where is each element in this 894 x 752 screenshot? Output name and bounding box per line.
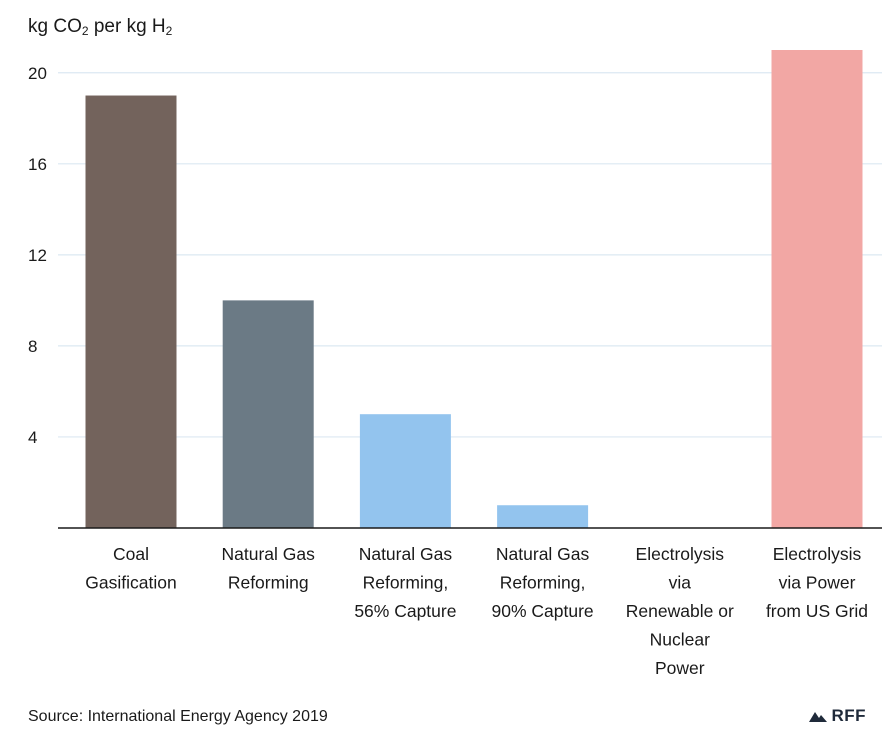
x-tick-label: 56% Capture <box>354 601 456 621</box>
y-tick-label: 20 <box>28 64 47 83</box>
x-tick-label: via Power <box>779 573 856 593</box>
bars <box>85 50 863 529</box>
bar <box>359 414 451 528</box>
x-tick-label: Reforming, <box>363 573 449 593</box>
x-tick-label: Renewable or <box>626 601 734 621</box>
mountain-icon <box>809 712 828 722</box>
rff-logo: RFF <box>809 706 866 726</box>
x-tick-label: from US Grid <box>766 601 868 621</box>
x-tick-label: Natural Gas <box>496 544 590 564</box>
x-tick-label: via <box>669 573 692 593</box>
bar <box>497 505 589 528</box>
gridlines <box>58 72 882 438</box>
x-tick-label: Natural Gas <box>222 544 316 564</box>
y-tick-label: 4 <box>28 428 37 447</box>
x-tick-label: Reforming <box>228 573 309 593</box>
x-tick-labels: Coal Gasification Natural Gas Reforming Natu… <box>85 544 868 678</box>
bar <box>85 95 177 529</box>
y-tick-label: 16 <box>28 155 47 174</box>
y-tick-labels: 4 8 12 16 20 <box>28 64 47 447</box>
logo-text: RFF <box>831 706 866 725</box>
bar <box>771 50 863 528</box>
x-tick-label: Coal <box>113 544 149 564</box>
x-tick-label: Natural Gas <box>359 544 453 564</box>
x-tick-label: 90% Capture <box>492 601 594 621</box>
bar-chart: 4 8 12 16 20 Coal Gasification Natural Gas Refo… <box>28 50 882 678</box>
y-tick-label: 12 <box>28 246 47 265</box>
x-tick-label: Electrolysis <box>773 544 862 564</box>
x-tick-label: Nuclear <box>650 630 710 650</box>
x-tick-label: Electrolysis <box>636 544 725 564</box>
bar <box>222 300 314 528</box>
source-note: Source: International Energy Agency 2019 <box>28 708 328 725</box>
x-tick-label: Power <box>655 658 705 678</box>
y-axis-label: kg CO2 per kg H2 <box>28 16 173 38</box>
x-tick-label: Reforming, <box>500 573 586 593</box>
x-tick-label: Gasification <box>85 573 176 593</box>
y-tick-label: 8 <box>28 337 37 356</box>
